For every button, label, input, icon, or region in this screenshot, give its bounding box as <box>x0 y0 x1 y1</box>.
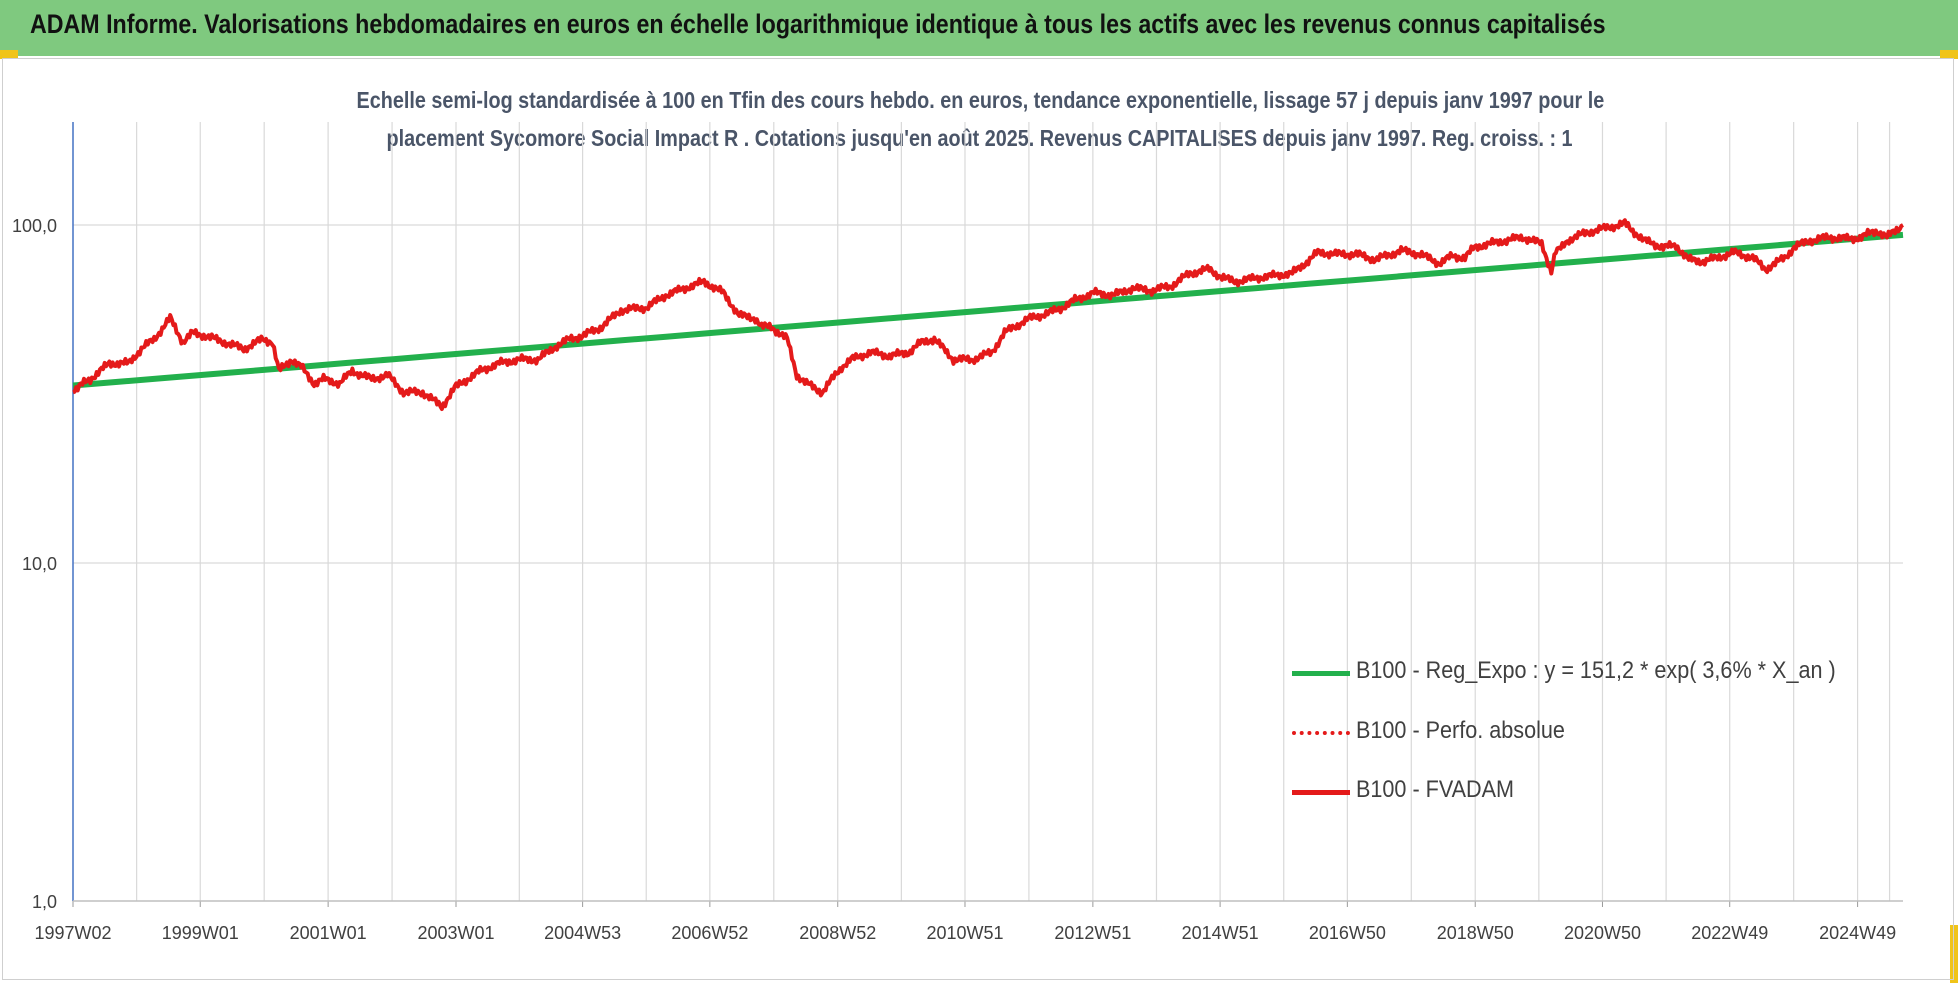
legend-label-perfo: B100 - Perfo. absolue <box>1356 717 1565 744</box>
legend-swatch-red-line <box>1292 790 1350 795</box>
header-banner: ADAM Informe. Valorisations hebdomadaire… <box>0 0 1958 56</box>
legend-swatch-green-line <box>1292 671 1350 676</box>
legend-label-regression: B100 - Reg_Expo : y = 151,2 * exp( 3,6% … <box>1356 657 1836 684</box>
x-tick-label: 1999W01 <box>162 923 239 943</box>
x-tick-label: 2010W51 <box>926 923 1003 943</box>
chart-title-line-1-text: Echelle semi-log standardisée à 100 en T… <box>356 87 1604 113</box>
x-tick-label: 2022W49 <box>1691 923 1768 943</box>
x-tick-label: 2008W52 <box>799 923 876 943</box>
corner-marker-bottom-right <box>1950 925 1958 983</box>
chart-title-line-2: placement Sycomore Social Impact R . Cot… <box>140 125 1820 152</box>
x-tick-label: 2006W52 <box>671 923 748 943</box>
regression-line-series <box>72 231 1904 389</box>
chart-frame <box>2 58 1954 980</box>
chart-title-line-1: Echelle semi-log standardisée à 100 en T… <box>140 87 1820 114</box>
legend-label-fvadam: B100 - FVADAM <box>1356 776 1515 803</box>
y-tick-label: 100,0 <box>12 216 57 236</box>
y-tick-label: 10,0 <box>22 554 57 574</box>
x-tick-label: 2004W53 <box>544 923 621 943</box>
x-tick-label: 2001W01 <box>290 923 367 943</box>
legend-swatch-dotted-red-line <box>1292 731 1350 735</box>
y-tick-label: 1,0 <box>32 892 57 912</box>
x-tick-label: 1997W02 <box>34 923 111 943</box>
x-tick-label: 2003W01 <box>417 923 494 943</box>
x-tick-label: 2012W51 <box>1054 923 1131 943</box>
corner-marker-top-right <box>1940 50 1958 59</box>
fvadam-line-series <box>72 218 1904 411</box>
x-tick-label: 2020W50 <box>1564 923 1641 943</box>
chart-title-line-2-text: placement Sycomore Social Impact R . Cot… <box>386 125 1573 151</box>
x-tick-label: 2024W49 <box>1819 923 1896 943</box>
x-tick-label: 2018W50 <box>1437 923 1514 943</box>
banner-title: ADAM Informe. Valorisations hebdomadaire… <box>30 9 1606 39</box>
corner-marker-top-left <box>0 50 18 59</box>
x-tick-label: 2016W50 <box>1309 923 1386 943</box>
x-tick-label: 2014W51 <box>1182 923 1259 943</box>
